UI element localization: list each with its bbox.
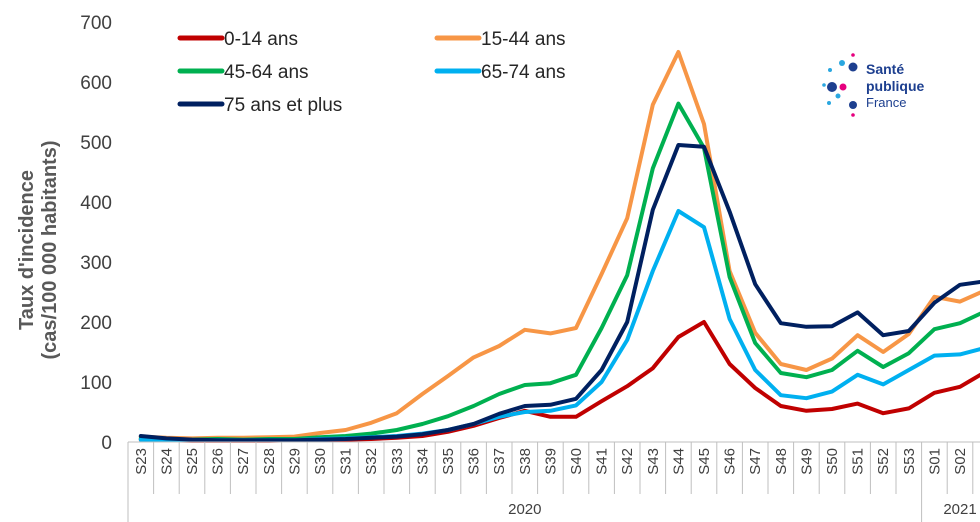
series-line xyxy=(138,143,980,443)
x-tick-label: S50 xyxy=(824,448,841,475)
legend-label: 75 ans et plus xyxy=(224,95,342,116)
x-tick-label: S03 xyxy=(978,448,980,475)
x-tick-label: S44 xyxy=(670,448,687,475)
logo-dots-icon xyxy=(822,53,858,117)
legend-label: 15-44 ans xyxy=(481,29,566,50)
x-tick-label: S52 xyxy=(875,448,892,475)
x-tick-label: S43 xyxy=(645,448,662,475)
x-tick-label: S25 xyxy=(184,448,201,475)
x-tick-label: S47 xyxy=(747,448,764,475)
x-tick-label: S42 xyxy=(619,448,636,475)
x-tick-label: S30 xyxy=(312,448,329,475)
y-tick-label: 400 xyxy=(80,193,112,214)
y-axis-title-line1: Taux d'incidence xyxy=(16,170,38,330)
y-tick-label: 0 xyxy=(101,433,112,454)
x-tick-label: S26 xyxy=(210,448,227,475)
year-label: 2021 xyxy=(943,501,976,518)
x-tick-label: S36 xyxy=(466,448,483,475)
x-tick-label: S24 xyxy=(158,448,175,475)
x-tick-label: S23 xyxy=(133,448,150,475)
x-tick-label: S28 xyxy=(261,448,278,475)
y-tick-label: 600 xyxy=(80,73,112,94)
sante-publique-france-logo: Santé publique France xyxy=(822,53,925,117)
x-tick-label: S46 xyxy=(722,448,739,475)
series-lines xyxy=(138,50,980,443)
x-tick-label: S35 xyxy=(440,448,457,475)
legend-label: 0-14 ans xyxy=(224,29,298,50)
y-tick-label: 100 xyxy=(80,373,112,394)
x-tick-label: S49 xyxy=(798,448,815,475)
legend-label: 45-64 ans xyxy=(224,62,309,83)
x-tick-label: S53 xyxy=(901,448,918,475)
x-tick-label: S40 xyxy=(568,448,585,475)
logo-line1: Santé xyxy=(866,61,904,77)
y-tick-label: 300 xyxy=(80,253,112,274)
x-tick-label: S29 xyxy=(286,448,303,475)
x-tick-label: S27 xyxy=(235,448,252,475)
x-tick-label: S41 xyxy=(594,448,611,475)
x-tick-label: S39 xyxy=(542,448,559,475)
y-tick-label: 500 xyxy=(80,133,112,154)
logo-line3: France xyxy=(866,95,906,110)
x-tick-label: S32 xyxy=(363,448,380,475)
x-tick-label: S45 xyxy=(696,448,713,475)
x-tick-label: S37 xyxy=(491,448,508,475)
series-line xyxy=(138,50,980,441)
y-axis-title-line2: (cas/100 000 habitants) xyxy=(39,141,61,360)
legend: 0-14 ans 15-44 ans 45-64 ans 65-74 ans 75 an… xyxy=(177,29,566,116)
x-tick-label: S38 xyxy=(517,448,534,475)
axes: 0 100 200 300 400 500 600 700 S23 S24 S25 S26 S27 S28… xyxy=(80,13,980,522)
x-tick-label: S33 xyxy=(389,448,406,475)
logo-line2: publique xyxy=(866,78,925,94)
x-tick-label: S48 xyxy=(773,448,790,475)
legend-label: 65-74 ans xyxy=(481,62,566,83)
x-tick-label: S31 xyxy=(338,448,355,475)
x-tick-label: S02 xyxy=(952,448,969,475)
y-tick-label: 700 xyxy=(80,13,112,34)
x-tick-label: S01 xyxy=(926,448,943,475)
y-tick-label: 200 xyxy=(80,313,112,334)
x-tick-label: S51 xyxy=(850,448,867,475)
series-line xyxy=(138,101,980,442)
x-tick-label: S34 xyxy=(414,448,431,475)
year-label: 2020 xyxy=(508,501,541,518)
